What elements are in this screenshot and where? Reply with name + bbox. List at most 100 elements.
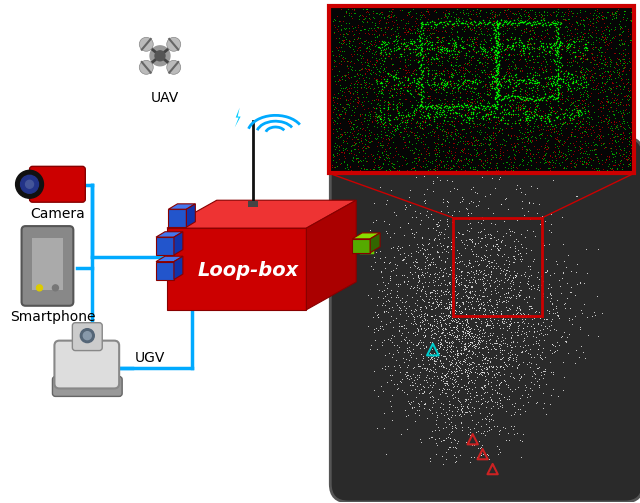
Point [446,156,456,164]
Point [467,297,477,305]
Point [535,220,545,228]
Point [583,21,593,29]
Point [445,326,456,334]
Point [620,7,630,15]
Point [378,73,388,81]
Point [442,338,452,346]
Point [501,158,511,166]
Point [443,149,453,157]
Point [459,44,469,52]
Point [490,277,500,285]
Point [595,88,605,96]
Point [452,324,462,332]
Point [552,129,562,137]
Point [419,345,429,353]
Point [492,240,502,248]
Point [435,122,445,130]
Point [536,125,546,133]
Point [360,140,370,148]
Point [491,97,501,105]
Point [416,88,426,96]
Point [551,59,561,67]
Point [502,322,512,330]
Point [504,110,515,118]
Point [464,361,474,369]
Point [512,364,522,372]
Point [512,304,522,312]
Point [417,162,428,171]
Point [472,120,482,128]
Point [417,356,428,364]
Point [589,53,599,61]
Point [415,88,426,96]
Point [472,94,483,102]
Point [442,148,452,156]
Point [562,82,572,91]
Point [570,25,580,33]
Point [506,318,516,326]
Point [381,45,391,53]
Point [521,114,531,122]
Point [375,162,385,170]
Point [529,40,539,48]
Point [429,426,440,434]
Point [544,39,554,47]
Point [453,380,463,388]
Point [461,366,471,374]
Point [568,77,578,85]
Point [464,369,474,377]
Point [401,63,411,71]
Point [493,116,503,124]
Point [441,423,451,431]
Point [484,424,494,432]
Point [499,94,509,102]
Point [461,316,472,324]
Point [527,26,537,34]
Point [499,8,509,16]
Point [397,298,407,306]
Point [479,120,489,128]
Point [601,35,611,43]
Point [622,110,632,118]
Point [462,226,472,234]
Point [536,106,546,114]
Point [467,156,477,164]
Point [439,80,449,89]
Point [335,81,346,89]
Point [611,78,621,86]
Point [569,101,579,109]
Point [487,45,497,53]
Point [532,17,542,25]
Point [537,96,547,104]
Point [591,36,601,44]
Point [492,250,502,258]
Point [506,124,516,132]
Point [476,253,486,261]
Point [415,318,425,326]
Point [369,50,379,58]
Point [421,52,431,60]
Point [544,157,554,165]
Point [454,17,465,25]
Point [491,351,501,359]
Point [475,304,485,312]
Point [474,348,484,356]
Point [363,151,373,159]
Point [483,397,493,405]
Point [391,280,401,288]
Point [550,59,561,67]
Point [489,102,499,110]
Point [344,37,355,45]
Point [475,7,485,15]
Point [570,132,580,140]
Point [371,33,381,41]
Point [518,50,528,58]
Point [442,345,452,353]
Point [401,356,412,364]
Point [448,331,458,339]
Point [536,18,547,26]
Point [529,327,540,336]
Point [549,116,559,124]
Point [421,159,431,167]
Point [582,331,593,339]
